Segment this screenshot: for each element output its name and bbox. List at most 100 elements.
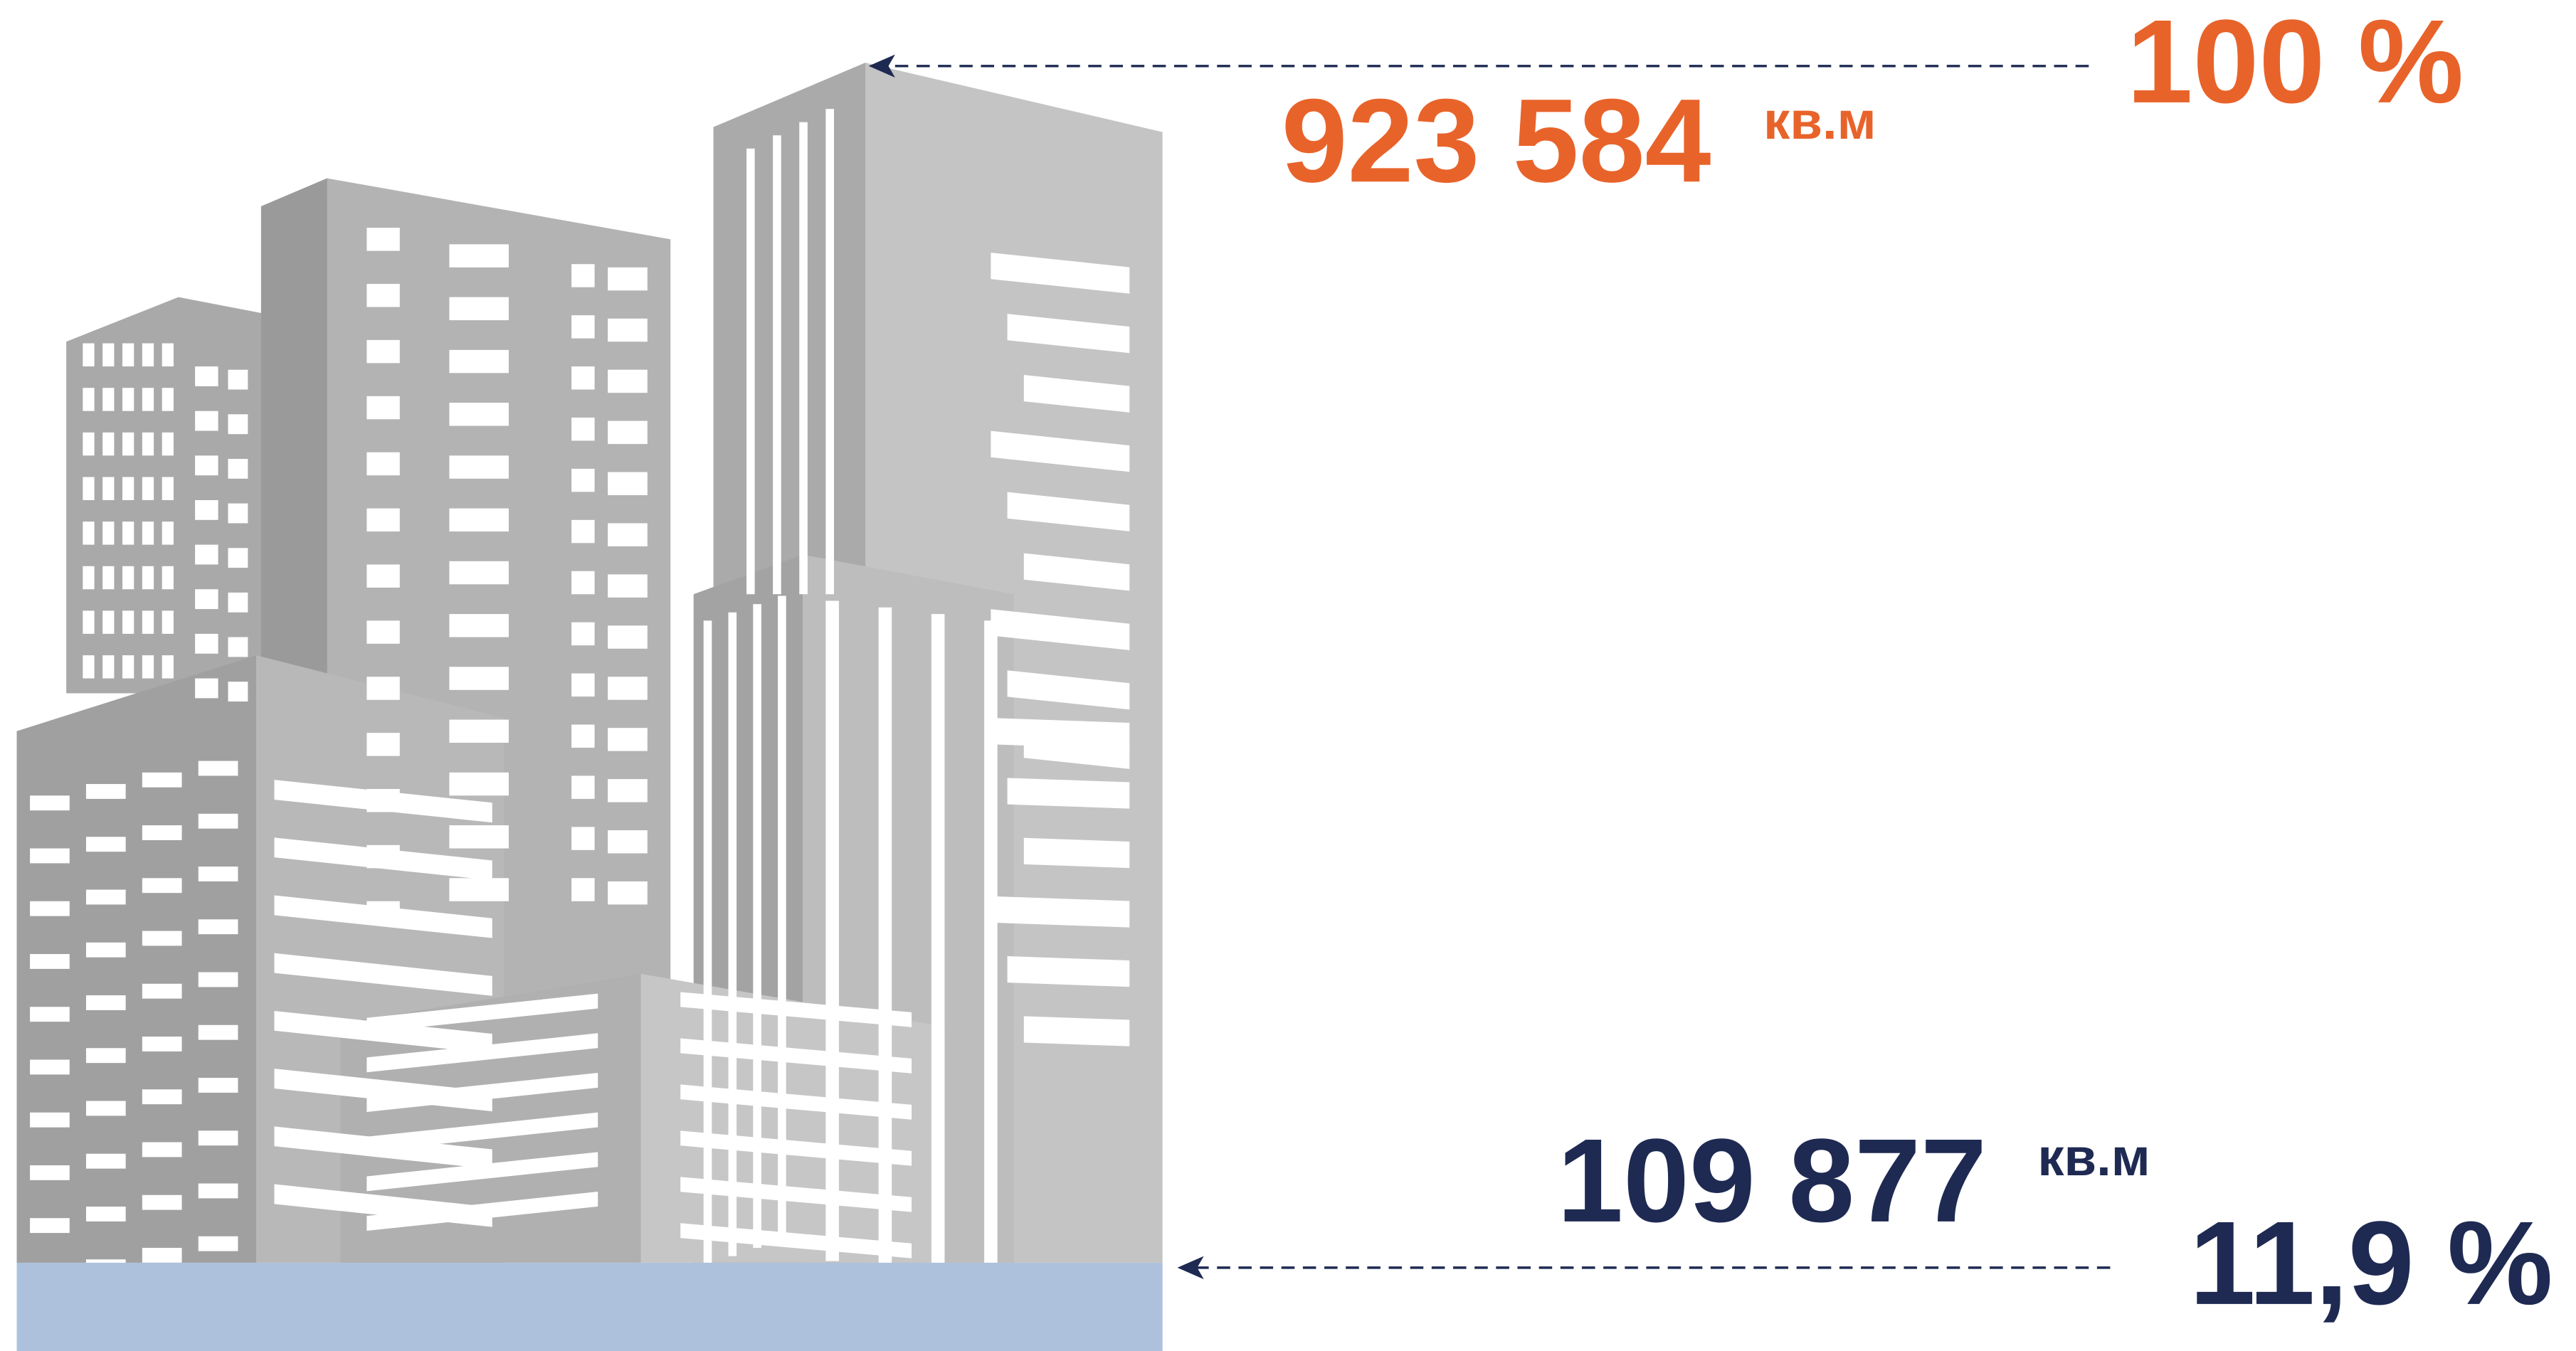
window: [30, 795, 70, 810]
window: [571, 571, 594, 594]
window: [162, 388, 174, 410]
window: [142, 1089, 182, 1104]
window: [366, 452, 399, 475]
window: [449, 773, 509, 795]
window: [608, 677, 648, 699]
window: [571, 775, 594, 798]
top-unit: кв.м: [1763, 91, 1876, 150]
window: [366, 620, 399, 643]
window: [199, 973, 238, 987]
window: [608, 523, 648, 546]
window: [571, 366, 594, 389]
window: [449, 403, 509, 425]
window: [195, 589, 218, 609]
window: [122, 388, 134, 410]
window: [142, 655, 154, 678]
window: [83, 433, 94, 455]
window: [86, 1048, 126, 1063]
window: [571, 622, 594, 645]
window: [608, 779, 648, 802]
window: [1024, 838, 1129, 868]
window: [608, 319, 648, 341]
window: [162, 521, 174, 544]
window: [102, 433, 114, 455]
window: [608, 267, 648, 290]
window: [773, 135, 781, 594]
window: [142, 1143, 182, 1157]
window: [122, 610, 134, 633]
window: [102, 610, 114, 633]
window: [199, 1025, 238, 1040]
window: [571, 674, 594, 696]
window: [571, 520, 594, 543]
window: [86, 995, 126, 1010]
window: [728, 613, 737, 1256]
window: [142, 1037, 182, 1051]
window: [571, 264, 594, 287]
window: [366, 396, 399, 419]
window: [199, 761, 238, 776]
window: [30, 849, 70, 864]
window: [449, 244, 509, 267]
bottom-area: 109 877: [1557, 1115, 1987, 1247]
window: [122, 521, 134, 544]
window: [142, 521, 154, 544]
window: [199, 1184, 238, 1199]
window: [879, 608, 892, 1268]
window: [825, 109, 834, 594]
window: [449, 455, 509, 478]
window: [228, 682, 248, 701]
window: [86, 1154, 126, 1169]
window: [571, 827, 594, 849]
window: [449, 561, 509, 584]
window: [704, 620, 712, 1264]
window: [449, 614, 509, 637]
window: [449, 509, 509, 531]
window: [991, 718, 1129, 749]
window: [228, 370, 248, 390]
window: [366, 677, 399, 699]
window: [86, 837, 126, 852]
window: [102, 521, 114, 544]
window: [142, 566, 154, 589]
window: [199, 814, 238, 829]
window: [366, 284, 399, 307]
water-band: [17, 1263, 1163, 1351]
window: [86, 1101, 126, 1116]
window: [449, 297, 509, 320]
window: [449, 878, 509, 901]
window: [228, 504, 248, 524]
window: [86, 943, 126, 958]
window: [608, 625, 648, 648]
window: [83, 344, 94, 366]
window: [162, 477, 174, 500]
window: [228, 459, 248, 479]
window: [86, 1207, 126, 1222]
window: [83, 388, 94, 410]
window: [102, 477, 114, 500]
window: [30, 1007, 70, 1022]
top-percent: 100 %: [2127, 0, 2464, 128]
window: [30, 954, 70, 969]
window: [449, 667, 509, 689]
window: [608, 574, 648, 597]
window: [931, 614, 945, 1274]
window: [142, 477, 154, 500]
window: [30, 1113, 70, 1128]
window: [83, 655, 94, 678]
window: [366, 564, 399, 587]
window: [102, 344, 114, 366]
window: [608, 728, 648, 751]
window: [366, 509, 399, 531]
window: [195, 545, 218, 565]
window: [228, 548, 248, 568]
window: [799, 122, 808, 595]
window: [825, 601, 839, 1261]
window: [162, 566, 174, 589]
window: [102, 655, 114, 678]
window: [142, 878, 182, 893]
window: [162, 344, 174, 366]
window: [142, 388, 154, 410]
window: [608, 370, 648, 393]
window: [366, 733, 399, 756]
